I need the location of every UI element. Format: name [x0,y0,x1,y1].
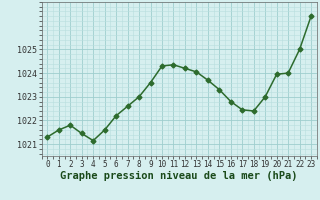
X-axis label: Graphe pression niveau de la mer (hPa): Graphe pression niveau de la mer (hPa) [60,171,298,181]
